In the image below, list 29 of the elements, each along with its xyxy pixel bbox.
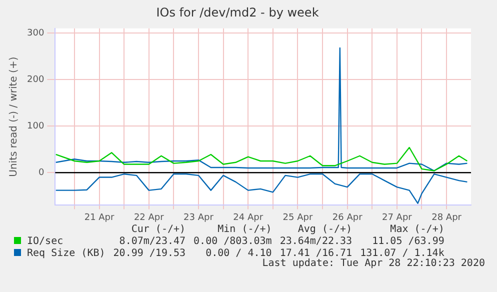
x-tick-label: 26 Apr — [332, 212, 363, 223]
text: 20.99 /19.53 — [112, 248, 187, 260]
text: 0.00 /803.03m — [192, 236, 273, 248]
x-tick-label: 22 Apr — [134, 212, 164, 223]
text: 17.41 /16.71 — [280, 248, 352, 259]
y-tick-label: 200 — [26, 74, 44, 85]
y-tick-label: 100 — [26, 121, 44, 132]
x-tick-label: 27 Apr — [382, 212, 412, 223]
legend-label: Req Size (KB) — [26, 248, 106, 260]
text: Avg (-/+) — [296, 224, 354, 236]
y-axis-title: Units read (-) / write (+) — [8, 56, 20, 177]
y-tick-label: 300 — [26, 28, 44, 38]
text: 23.64m/22.33 — [278, 236, 354, 248]
text: 11.05 /63.99 — [371, 236, 446, 248]
x-tick-label: 21 Apr — [84, 212, 115, 223]
x-tick-label: 24 Apr — [233, 212, 264, 223]
y-tick-label: 0 — [38, 168, 44, 178]
text: Cur (-/+) — [130, 224, 187, 236]
x-tick-label: 23 Apr — [184, 212, 214, 223]
chart-title: IOs for /dev/md2 - by week — [156, 5, 319, 20]
text: Max (-/+) — [389, 224, 446, 236]
text: Last update: Tue Apr 28 22:10:23 2020 — [262, 258, 485, 269]
x-tick-label: 28 Apr — [432, 212, 462, 223]
text: 0.00 / 4.10 — [204, 248, 272, 259]
text: Min (-/+) — [216, 224, 273, 236]
text: 131.07 / 1.14k — [359, 248, 444, 259]
legend-label: IO/sec — [26, 236, 64, 248]
text: 8.07m/23.47 — [118, 236, 187, 248]
x-tick-label: 25 Apr — [282, 212, 313, 223]
